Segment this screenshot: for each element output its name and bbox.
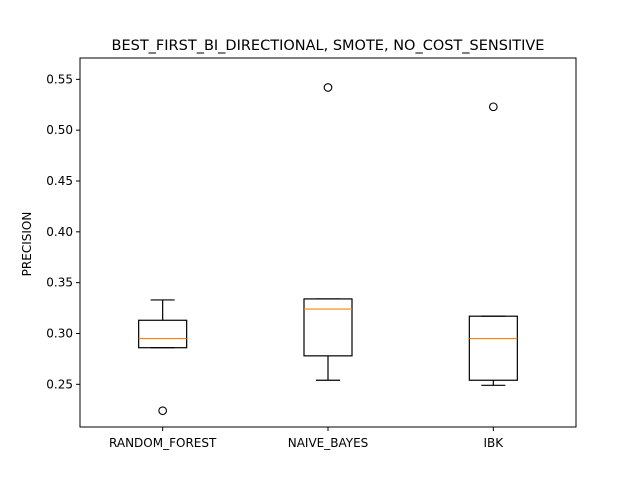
plot-area: 0.25 0.30 0.35 0.40 0.45 0.50 0.55 RANDOM_FORES… xyxy=(46,57,577,450)
outlier-point xyxy=(488,102,498,112)
y-tick-label: 0.35 xyxy=(46,276,73,290)
x-tick-label: RANDOM_FOREST xyxy=(109,436,217,450)
iqr-box xyxy=(468,315,518,381)
y-tick-label: 0.50 xyxy=(46,123,73,137)
iqr-box xyxy=(303,298,353,357)
outlier-point xyxy=(323,83,333,92)
x-tick-label: IBK xyxy=(484,436,505,450)
y-tick-label: 0.55 xyxy=(46,72,73,86)
y-tick-label: 0.25 xyxy=(46,377,73,391)
y-tick-label: 0.45 xyxy=(46,174,73,188)
y-tick-label: 0.30 xyxy=(46,326,73,340)
x-tick-label: NAIVE_BAYES xyxy=(288,436,369,450)
y-axis-label: PRECISION xyxy=(20,212,34,277)
y-tick-label: 0.40 xyxy=(46,225,73,239)
chart-title: BEST_FIRST_BI_DIRECTIONAL, SMOTE, NO_COS… xyxy=(112,38,545,54)
iqr-box xyxy=(138,319,188,349)
outlier-point xyxy=(158,406,168,416)
